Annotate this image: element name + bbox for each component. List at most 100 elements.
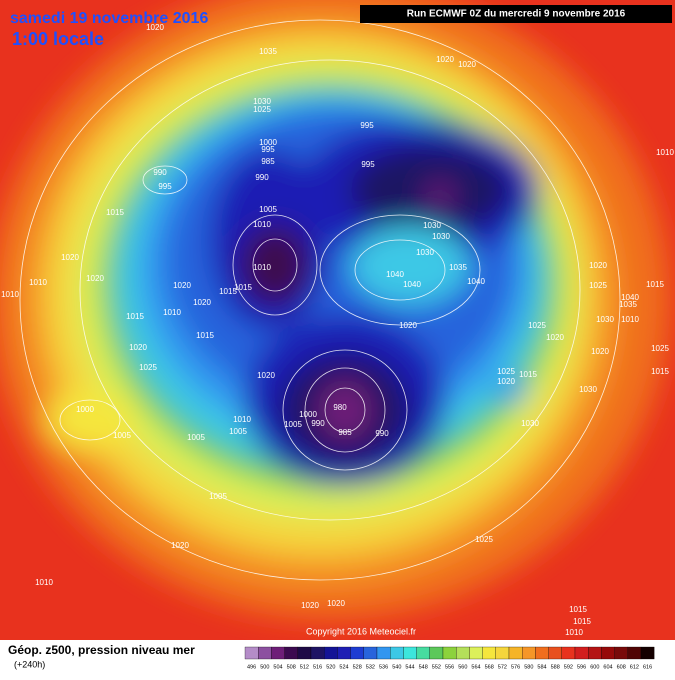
isobar-label: 1015 [573, 617, 591, 626]
colorbar-swatch [297, 646, 312, 660]
colorbar-label: 608 [617, 664, 626, 670]
isobar-label: 1020 [86, 274, 104, 283]
isobar-label: 1025 [528, 321, 546, 330]
colorbar-label: 556 [445, 664, 454, 670]
colorbar-label: 508 [287, 664, 296, 670]
isobar-label: 1035 [259, 47, 277, 56]
isobar-label: 1010 [621, 315, 639, 324]
isobar-label: 990 [153, 168, 167, 177]
colorbar-swatch [627, 646, 642, 660]
isobar-label: 1020 [591, 347, 609, 356]
colorbar-label: 548 [419, 664, 428, 670]
isobar-label: 1020 [546, 333, 564, 342]
colorbar-label: 524 [339, 664, 348, 670]
colorbar-label: 528 [353, 664, 362, 670]
isobar-label: 1030 [253, 97, 271, 106]
isobar-label: 1010 [163, 308, 181, 317]
subtitle: 1:00 locale [12, 29, 104, 49]
colorbar-swatch [535, 646, 549, 660]
colorbar-swatch [390, 646, 404, 660]
colorbar-label: 600 [590, 664, 599, 670]
colorbar-swatch [429, 646, 444, 660]
colorbar-label: 564 [471, 664, 480, 670]
isobar-label: 995 [361, 160, 375, 169]
isobar-label: 1005 [229, 427, 247, 436]
isobar-label: 1015 [569, 605, 587, 614]
colorbar-label: 592 [564, 664, 573, 670]
colorbar-swatch [614, 646, 628, 660]
isobar-label: 1010 [565, 628, 583, 637]
lead-time: (+240h) [14, 659, 45, 669]
colorbar-swatch [403, 646, 417, 660]
isobar-label: 1030 [521, 419, 539, 428]
isobar-label: 1010 [1, 290, 19, 299]
isobar-label: 1020 [327, 599, 345, 608]
isobar-label: 1010 [656, 148, 674, 157]
colorbar-label: 544 [405, 664, 414, 670]
colorbar-swatch [469, 646, 483, 660]
isobar-label: 1020 [301, 601, 319, 610]
isobar-label: 1030 [579, 385, 597, 394]
colorbar-label: 536 [379, 664, 388, 670]
colorbar-swatch [574, 646, 589, 660]
colorbar-swatch [601, 646, 615, 660]
isobar-label: 990 [311, 419, 325, 428]
isobar-label: 1025 [497, 367, 515, 376]
colorbar-swatch [337, 646, 351, 660]
colorbar-swatch [310, 646, 325, 660]
colorbar-swatch [350, 646, 364, 660]
isobar-label: 1015 [106, 208, 124, 217]
isobar-label: 1000 [76, 405, 94, 414]
isobar-label: 1025 [253, 105, 271, 114]
colorbar-label: 520 [326, 664, 335, 670]
colorbar-label: 500 [260, 664, 269, 670]
isobar-label: 1015 [126, 312, 144, 321]
isobar-label: 1025 [651, 344, 669, 353]
colorbar-swatch [495, 646, 510, 660]
isobar-label: 1030 [416, 248, 434, 257]
isobar-label: 1015 [519, 370, 537, 379]
colorbar-label: 560 [458, 664, 467, 670]
colorbar-swatch [456, 646, 470, 660]
isobar-label: 1010 [233, 415, 251, 424]
title: samedi 19 novembre 2016 [10, 10, 208, 27]
isobar-label: 1025 [139, 363, 157, 372]
isobar-label: 1005 [209, 492, 227, 501]
run-box [360, 5, 672, 23]
colorbar: 496 500 504 508 512 516 520 524 528 532 536 540 544 5… [244, 646, 655, 670]
colorbar-label: 572 [498, 664, 507, 670]
isobar-labels: 1020103510201020103010259951000995985990… [1, 23, 674, 637]
colorbar-label: 604 [603, 664, 612, 670]
isobar-label: 985 [261, 157, 275, 166]
colorbar-label: 568 [485, 664, 494, 670]
isobar-label: 985 [338, 428, 352, 437]
isobar-label: 1000 [259, 138, 277, 147]
isobar-label: 1020 [589, 261, 607, 270]
isobar-label: 1020 [193, 298, 211, 307]
colorbar-swatch [561, 646, 576, 660]
isobar-label: 1020 [173, 281, 191, 290]
isobar-label: 1020 [171, 541, 189, 550]
colorbar-swatch [324, 646, 338, 660]
isobar-label: 1025 [475, 535, 493, 544]
colorbar-swatch [244, 646, 259, 660]
isobar-label: 1010 [253, 263, 271, 272]
isobar-label: 1020 [458, 60, 476, 69]
isobar-label: 1015 [196, 331, 214, 340]
colorbar-label: 616 [643, 664, 652, 670]
isobar-label: 1040 [386, 270, 404, 279]
colorbar-swatch [482, 646, 496, 660]
colorbar-swatch [522, 646, 536, 660]
isobar-label: 1040 [467, 277, 485, 286]
colorbar-swatch [588, 646, 602, 660]
colorbar-label: 580 [524, 664, 533, 670]
isobar-label: 1020 [257, 371, 275, 380]
colorbar-label: 540 [392, 664, 401, 670]
copyright: Copyright 2016 Meteociel.fr [306, 626, 416, 636]
isobar-label: 1010 [29, 278, 47, 287]
colorbar-swatch [442, 646, 457, 660]
field [0, 0, 670, 620]
colorbar-swatch [548, 646, 562, 660]
